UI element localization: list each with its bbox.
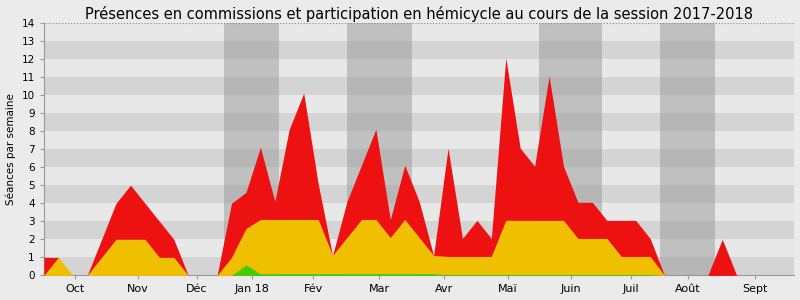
Bar [44,77,794,95]
Title: Présences en commissions et participation en hémicycle au cours de la session 20: Présences en commissions et participatio… [85,6,753,22]
Bar [44,23,794,41]
Bar [44,59,794,77]
Bar [44,41,794,59]
Bar [44,113,794,131]
Bar [660,23,715,275]
Bar [347,23,412,275]
Bar [44,257,794,275]
Bar [44,149,794,167]
Bar [44,167,794,185]
Bar [44,185,794,203]
Bar [224,23,279,275]
Bar [44,221,794,239]
Bar [44,203,794,221]
Bar [44,95,794,113]
Y-axis label: Séances par semaine: Séances par semaine [6,93,16,205]
Bar [44,131,794,149]
Bar [539,23,602,275]
Bar [44,239,794,257]
